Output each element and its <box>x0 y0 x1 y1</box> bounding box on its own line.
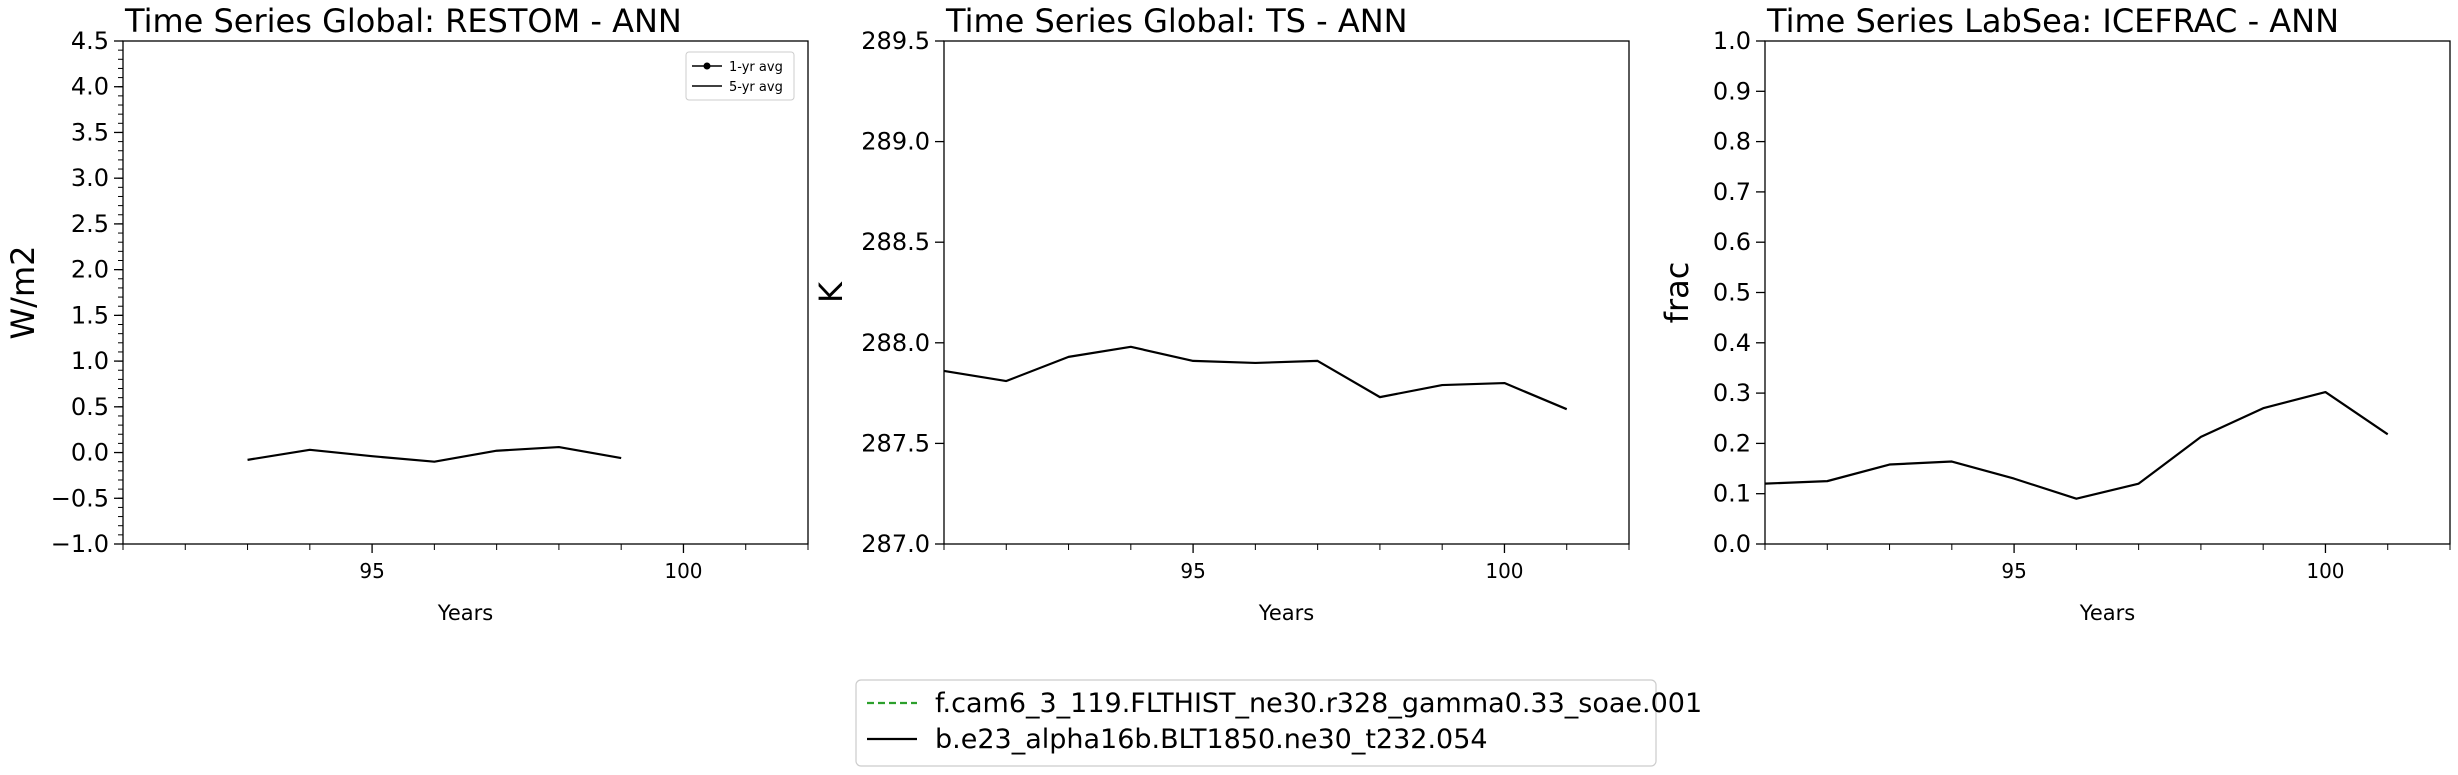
data-point <box>2138 483 2139 484</box>
y-tick-label: 0.6 <box>1713 228 1751 256</box>
data-point <box>1951 461 1952 462</box>
y-tick-label: 0.5 <box>71 393 109 421</box>
data-point <box>1068 356 1069 357</box>
y-tick-label: −0.5 <box>51 484 109 512</box>
data-point <box>1504 383 1505 384</box>
x-tick-label: 95 <box>359 559 384 583</box>
y-tick-label: 0.8 <box>1713 128 1751 156</box>
x-tick-label: 95 <box>2001 559 2026 583</box>
y-tick-label: 287.0 <box>861 530 930 558</box>
y-tick-label: 287.5 <box>861 429 930 457</box>
y-tick-label: 0.0 <box>71 439 109 467</box>
y-tick-label: 3.5 <box>71 118 109 146</box>
y-tick-label: 3.0 <box>71 164 109 192</box>
data-point <box>1827 481 1828 482</box>
data-point <box>1889 464 1890 465</box>
y-tick-label: −1.0 <box>51 530 109 558</box>
y-tick-label: 0.0 <box>1713 530 1751 558</box>
data-point <box>1379 397 1380 398</box>
y-tick-label: 0.4 <box>1713 329 1751 357</box>
legend-marker <box>703 62 711 70</box>
legend-entry: 1-yr avg <box>729 60 783 75</box>
y-axis-label: K <box>812 281 850 303</box>
y-tick-label: 4.0 <box>71 73 109 101</box>
data-point <box>372 456 373 457</box>
data-point <box>1765 483 1766 484</box>
x-tick-label: 95 <box>1180 559 1205 583</box>
y-tick-label: 2.5 <box>71 210 109 238</box>
data-point <box>1193 360 1194 361</box>
y-tick-label: 289.0 <box>861 128 930 156</box>
inner-legend: 1-yr avg 5-yr avg <box>685 51 795 101</box>
y-tick-label: 1.5 <box>71 301 109 329</box>
data-point <box>1442 385 1443 386</box>
chart-panel-1: Time Series Global: RESTOM - ANN W/m2 Year… <box>4 2 809 625</box>
data-point <box>2014 478 2015 479</box>
data-point <box>2325 392 2326 393</box>
chart-title: Time Series LabSea: ICEFRAC - ANN <box>1766 2 2339 40</box>
y-tick-label: 288.0 <box>861 329 930 357</box>
plot-frame <box>122 40 809 545</box>
data-point <box>1566 409 1567 410</box>
figure-legend-box <box>855 679 1657 767</box>
series-line <box>247 445 622 463</box>
x-axis-label: Years <box>2079 601 2135 625</box>
y-tick-label: 1.0 <box>71 347 109 375</box>
series-line <box>1764 390 2389 500</box>
series-line <box>943 345 1568 411</box>
x-tick-label: 100 <box>2306 559 2344 583</box>
data-point <box>944 370 945 371</box>
data-point <box>621 458 622 459</box>
y-axis-label: frac <box>1658 262 1696 324</box>
x-tick-label: 100 <box>1485 559 1523 583</box>
y-tick-label: 289.5 <box>861 27 930 55</box>
x-tick-label: 100 <box>664 559 702 583</box>
figure-legend: f.cam6_3_119.FLTHIST_ne30.r328_gamma0.33… <box>855 679 1702 767</box>
y-tick-label: 288.5 <box>861 228 930 256</box>
legend-entry: 5-yr avg <box>729 80 783 95</box>
plot-frame <box>943 40 1630 545</box>
data-point <box>558 447 559 448</box>
data-point <box>1006 381 1007 382</box>
y-tick-label: 0.1 <box>1713 480 1751 508</box>
x-axis-label: Years <box>437 601 493 625</box>
x-axis-label: Years <box>1258 601 1314 625</box>
data-point <box>2387 434 2388 435</box>
y-tick-label: 2.0 <box>71 256 109 284</box>
data-point <box>2076 498 2077 499</box>
data-point <box>1255 362 1256 363</box>
data-point <box>2200 436 2201 437</box>
data-point <box>496 450 497 451</box>
chart-title: Time Series Global: RESTOM - ANN <box>124 2 682 40</box>
y-tick-label: 0.3 <box>1713 379 1751 407</box>
data-point <box>1317 360 1318 361</box>
data-point <box>247 459 248 460</box>
figure-legend-entry: b.e23_alpha16b.BLT1850.ne30_t232.054 <box>935 724 1488 755</box>
data-point <box>309 449 310 450</box>
chart-panel-2: Time Series Global: TS - ANN K Years 287.0 2… <box>812 2 1630 625</box>
chart-panel-3: Time Series LabSea: ICEFRAC - ANN frac Yea… <box>1658 2 2451 625</box>
y-tick-label: 1.0 <box>1713 27 1751 55</box>
data-point <box>1130 346 1131 347</box>
y-tick-label: 0.2 <box>1713 429 1751 457</box>
chart-title: Time Series Global: TS - ANN <box>945 2 1408 40</box>
data-point <box>2263 408 2264 409</box>
y-tick-label: 0.5 <box>1713 279 1751 307</box>
y-tick-label: 0.9 <box>1713 77 1751 105</box>
figure-legend-entry: f.cam6_3_119.FLTHIST_ne30.r328_gamma0.33… <box>935 688 1702 719</box>
plot-frame <box>1764 40 2451 545</box>
y-tick-label: 4.5 <box>71 27 109 55</box>
inner-legend-box <box>685 51 795 101</box>
y-axis-label: W/m2 <box>4 246 42 340</box>
data-point <box>434 461 435 462</box>
y-tick-label: 0.7 <box>1713 178 1751 206</box>
